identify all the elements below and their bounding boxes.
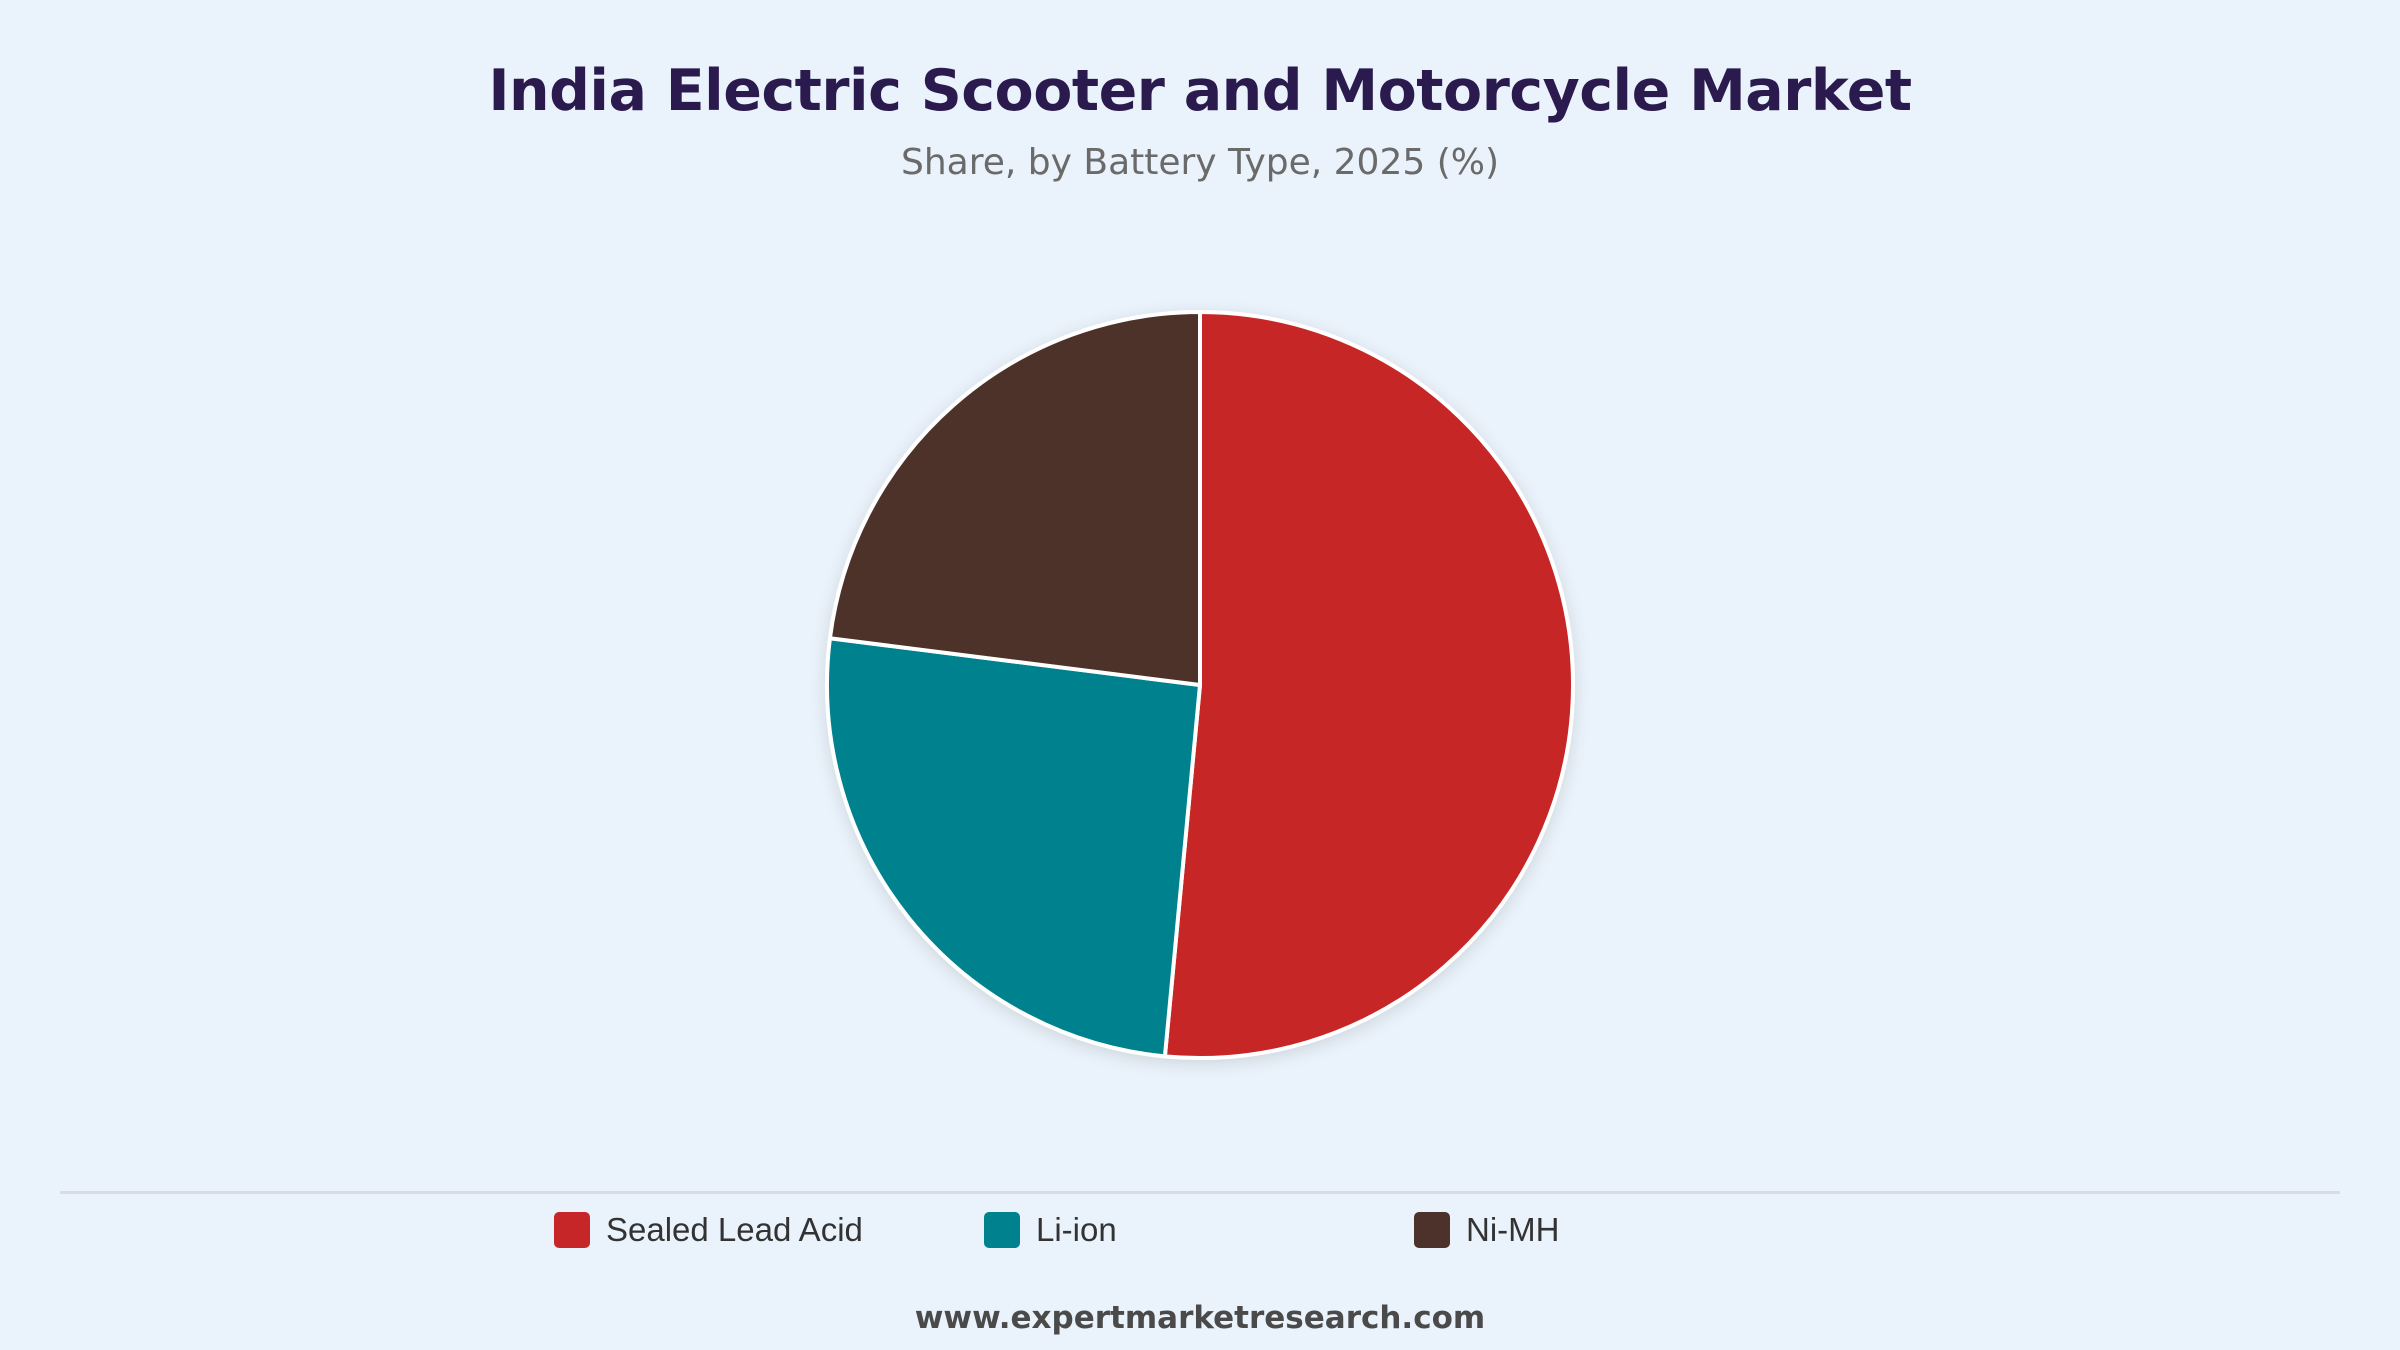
legend-swatch-sealed-lead-acid [554,1212,590,1248]
legend-swatch-li-ion [984,1212,1020,1248]
source-url[interactable]: www.expertmarketresearch.com [914,1300,1486,1336]
pie-chart [825,310,1575,1060]
pie-slice-ni-mh[interactable] [827,310,1202,687]
chart-subtitle: Share, by Battery Type, 2025 (%) [901,142,1499,183]
chart-title: India Electric Scooter and Motorcycle Ma… [488,58,1912,124]
pie-slice-sealed-lead-acid[interactable] [1162,310,1575,1060]
legend-label-ni-mh: Ni-MH [1466,1211,1560,1248]
legend-swatch-ni-mh [1414,1212,1450,1248]
legend-divider [60,1191,2340,1194]
legend-item-sealed-lead-acid[interactable]: Sealed Lead Acid [554,1210,863,1250]
legend-item-ni-mh[interactable]: Ni-MH [1414,1210,1559,1250]
legend-item-li-ion[interactable]: Li-ion [984,1210,1117,1250]
legend-label-li-ion: Li-ion [1036,1211,1117,1248]
legend-label-sealed-lead-acid: Sealed Lead Acid [606,1211,863,1248]
pie-slice-li-ion[interactable] [825,636,1202,1059]
